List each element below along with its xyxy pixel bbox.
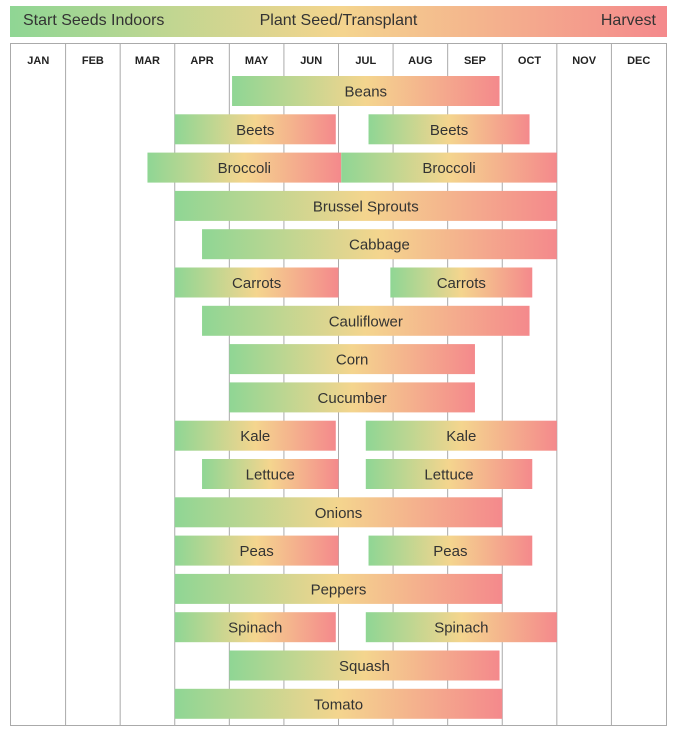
month-label-jul: JUL: [355, 55, 376, 67]
bar-kale-2: [365, 420, 557, 451]
bar-label-kale-1: Kale: [240, 428, 270, 445]
bar-label-onions-1: Onions: [315, 505, 363, 522]
bar-label-kale-2: Kale: [446, 428, 476, 445]
bar-label-peas-2: Peas: [433, 543, 467, 560]
bar-spinach-2: [365, 612, 557, 643]
month-label-dec: DEC: [627, 55, 650, 67]
legend-middle-label: Plant Seed/Transplant: [259, 12, 418, 29]
month-label-apr: APR: [190, 55, 213, 67]
bar-squash-1: [229, 650, 500, 681]
month-label-sep: SEP: [464, 55, 486, 67]
bar-lettuce-1: [202, 459, 339, 489]
bar-beets-1: [174, 114, 336, 145]
bar-label-beets-1: Beets: [236, 122, 274, 139]
bar-label-cauliflower-1: Cauliflower: [329, 313, 403, 330]
bar-onions-1: [174, 497, 503, 528]
bar-brussel-sprouts-1: [174, 190, 557, 221]
bar-peas-2: [368, 535, 533, 566]
bar-tomato-1: [174, 688, 503, 719]
legend-end-label: Harvest: [600, 12, 656, 29]
bar-beets-2: [368, 114, 530, 145]
bar-beans-1: [232, 76, 500, 106]
bar-corn-1: [229, 344, 475, 375]
bar-label-carrots-1: Carrots: [232, 275, 281, 292]
bar-carrots-1: [174, 267, 339, 298]
month-label-feb: FEB: [82, 55, 104, 67]
bar-carrots-2: [390, 267, 533, 298]
bar-label-tomato-1: Tomato: [314, 696, 363, 713]
legend-gradient-bar: Start Seeds Indoors Plant Seed/Transplan…: [10, 6, 667, 37]
bar-label-broccoli-1: Broccoli: [218, 160, 271, 177]
planting-chart-svg: JAN FEB MAR APR MAY JUN JUL AUG SEP OCT NOV DEC Bean…: [27, 44, 650, 725]
month-label-aug: AUG: [408, 55, 432, 67]
bar-label-corn-1: Corn: [336, 352, 369, 369]
legend-start-label: Start Seeds Indoors: [23, 12, 165, 29]
bar-kale-1: [174, 420, 336, 451]
bar-label-lettuce-2: Lettuce: [424, 467, 473, 484]
planting-chart: JAN FEB MAR APR MAY JUN JUL AUG SEP OCT NOV DEC Bean…: [10, 43, 667, 726]
month-label-oct: OCT: [518, 55, 542, 67]
bar-label-carrots-2: Carrots: [437, 275, 486, 292]
bar-broccoli-2: [341, 152, 557, 183]
month-label-mar: MAR: [135, 55, 160, 67]
bar-label-beans-1: Beans: [345, 84, 388, 101]
month-label-nov: NOV: [572, 55, 597, 67]
bar-label-spinach-2: Spinach: [434, 620, 488, 637]
bar-label-brussel-sprouts-1: Brussel Sprouts: [313, 198, 419, 215]
bar-peppers-1: [174, 573, 503, 604]
bar-label-beets-2: Beets: [430, 122, 468, 139]
bar-cabbage-1: [202, 229, 557, 260]
bar-label-peas-1: Peas: [240, 543, 274, 560]
bar-spinach-1: [174, 612, 336, 643]
bar-cucumber-1: [229, 382, 475, 413]
bar-label-cucumber-1: Cucumber: [318, 390, 387, 407]
bar-label-peppers-1: Peppers: [311, 581, 367, 598]
month-label-may: MAY: [245, 55, 269, 67]
bar-label-spinach-1: Spinach: [228, 620, 282, 637]
month-label-jun: JUN: [300, 55, 322, 67]
bar-label-lettuce-1: Lettuce: [246, 467, 295, 484]
bar-broccoli-1: [147, 152, 342, 183]
bar-label-squash-1: Squash: [339, 658, 390, 675]
bar-label-cabbage-1: Cabbage: [349, 237, 410, 254]
month-label-jan: JAN: [27, 55, 49, 67]
bar-lettuce-2: [365, 459, 533, 489]
bar-label-broccoli-2: Broccoli: [422, 160, 475, 177]
bar-peas-1: [174, 535, 339, 566]
bar-cauliflower-1: [202, 305, 530, 336]
